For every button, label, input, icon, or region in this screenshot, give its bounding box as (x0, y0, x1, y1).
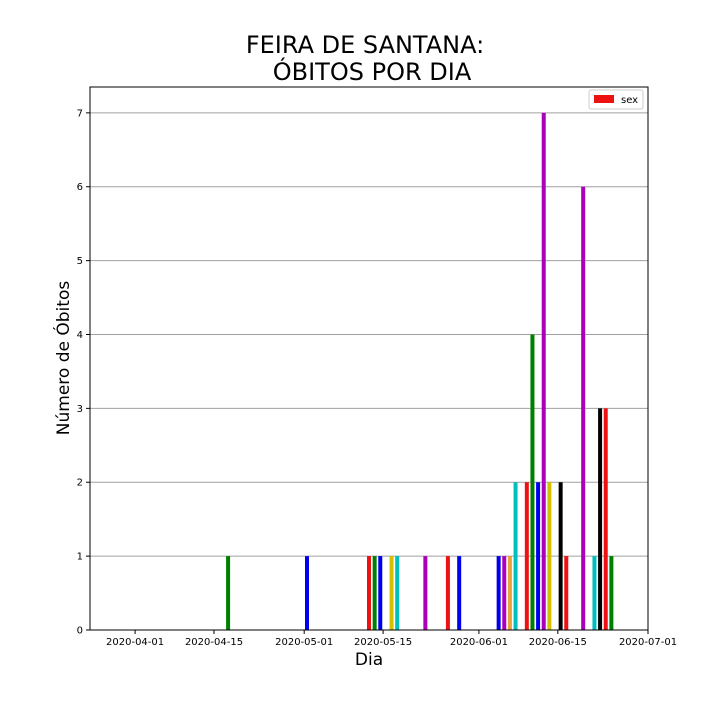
bar (547, 482, 552, 630)
x-tick-label: 2020-06-01 (450, 637, 508, 648)
y-tick-label: 5 (77, 256, 83, 267)
x-tick-label: 2020-06-15 (529, 637, 587, 648)
bar (530, 334, 535, 630)
bar (496, 556, 501, 630)
bar (581, 186, 586, 631)
legend-label: sex (621, 95, 638, 106)
bar (558, 482, 563, 630)
legend-swatch (594, 95, 614, 103)
bar (524, 482, 529, 630)
x-axis: 2020-04-01 2020-04-15 2020-05-01 2020-05-15… (106, 630, 677, 648)
bar (603, 408, 608, 630)
x-axis-label: Dia (355, 650, 383, 670)
bar (423, 556, 428, 630)
bar (378, 556, 383, 630)
x-tick-label: 2020-05-15 (354, 637, 412, 648)
bar (372, 556, 377, 630)
y-tick-label: 7 (77, 108, 83, 119)
bar (502, 556, 507, 630)
bar (507, 556, 512, 630)
bar (395, 556, 400, 630)
legend: sex (588, 89, 644, 110)
bar (592, 556, 597, 630)
bar (513, 482, 518, 630)
y-tick-label: 2 (77, 478, 83, 489)
y-tick-label: 4 (77, 330, 83, 341)
x-tick-label: 2020-07-01 (619, 637, 677, 648)
y-tick-label: 0 (77, 626, 83, 637)
legend-box (588, 89, 644, 110)
bar (564, 556, 569, 630)
bar (598, 408, 603, 630)
x-tick-label: 2020-04-15 (185, 637, 243, 648)
grid-lines (90, 112, 648, 557)
x-tick-label: 2020-05-01 (275, 637, 333, 648)
bar (367, 556, 371, 630)
bar (389, 556, 394, 630)
bar (305, 556, 309, 630)
y-axis-label: Número de Óbitos (52, 281, 74, 436)
x-tick-label: 2020-04-01 (106, 637, 164, 648)
y-axis: 0 1 2 3 4 5 6 7 (77, 108, 90, 637)
y-tick-label: 6 (77, 182, 83, 193)
chart-title-line-1: FEIRA DE SANTANA: (246, 31, 484, 59)
chart-title-line-2: ÓBITOS POR DIA (273, 56, 472, 86)
plot-frame (89, 86, 649, 631)
bar (445, 556, 450, 630)
bar (536, 482, 541, 630)
bar (457, 556, 462, 630)
y-tick-label: 1 (77, 552, 83, 563)
bars (226, 112, 614, 631)
bar (541, 112, 546, 631)
bar (226, 556, 231, 630)
y-tick-label: 3 (77, 404, 83, 415)
bar (609, 556, 614, 630)
